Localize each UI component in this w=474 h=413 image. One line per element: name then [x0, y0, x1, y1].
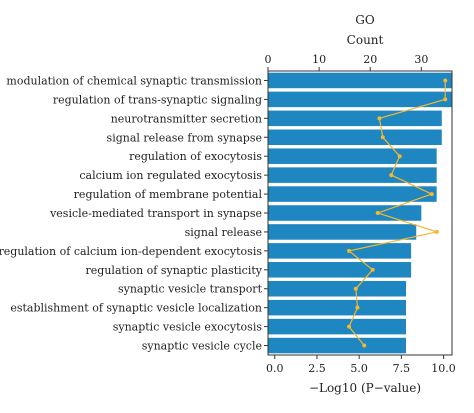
pvalue-point	[389, 173, 394, 178]
category-labels: modulation of chemical synaptic transmis…	[0, 74, 268, 353]
pvalue-point	[380, 135, 385, 140]
bottom-tick-label: 10.0	[431, 362, 456, 375]
bar	[268, 224, 417, 240]
bar	[268, 205, 422, 221]
pvalue-point	[397, 154, 402, 159]
category-label: signal release	[185, 226, 262, 239]
bar	[268, 243, 412, 259]
pvalue-point	[443, 97, 448, 102]
bottom-axis-title: −Log10 (P−value)	[309, 381, 421, 395]
bar	[268, 129, 442, 146]
bar	[268, 167, 437, 183]
category-label: regulation of calcium ion-dependent exoc…	[0, 245, 262, 258]
bottom-tick-label: 5.0	[350, 362, 368, 375]
bar	[268, 148, 437, 164]
category-label: regulation of synaptic plasticity	[86, 264, 263, 277]
category-label: vesicle-mediated transport in synapse	[49, 207, 262, 220]
category-label: synaptic vesicle transport	[118, 283, 263, 296]
top-axis: 0 10 20 30	[265, 53, 428, 71]
pvalue-point	[370, 267, 375, 272]
bar	[268, 337, 406, 354]
bar	[268, 280, 406, 297]
pvalue-point	[355, 305, 360, 310]
bar	[268, 72, 452, 89]
pvalue-point	[434, 229, 439, 234]
top-tick-label: 10	[312, 53, 326, 66]
plot-frame	[267, 70, 453, 356]
top-tick-label: 20	[363, 53, 377, 66]
category-label: calcium ion regulated exocytosis	[79, 169, 262, 182]
category-label: synaptic vesicle cycle	[142, 340, 262, 353]
pvalue-point	[377, 116, 382, 121]
bar-group	[268, 72, 452, 354]
bar	[268, 299, 406, 316]
bottom-tick-label: 0.0	[266, 362, 284, 375]
bar	[268, 318, 406, 335]
pvalue-point	[443, 78, 448, 83]
category-label: establishment of synaptic vesicle locali…	[10, 302, 262, 315]
bar	[268, 186, 437, 202]
category-label: signal release from synapse	[107, 131, 262, 144]
pvalue-point	[353, 286, 358, 291]
category-label: synaptic vesicle exocytosis	[113, 321, 263, 334]
category-label: regulation of trans-synaptic signaling	[53, 93, 262, 106]
category-label: modulation of chemical synaptic transmis…	[6, 74, 262, 87]
pvalue-point	[347, 324, 352, 329]
bar	[268, 262, 412, 278]
bottom-tick-label: 2.5	[308, 362, 326, 375]
pvalue-point	[429, 192, 434, 197]
chart-title: GO	[355, 13, 375, 27]
bar	[268, 91, 452, 108]
category-label: neurotransmitter secretion	[111, 112, 262, 125]
top-axis-title: Count	[347, 33, 384, 47]
pvalue-point	[347, 248, 352, 253]
bottom-axis: 0.0 2.5 5.0 7.5 10.0	[266, 355, 456, 375]
bar	[268, 110, 442, 127]
pvalue-point	[375, 211, 380, 215]
top-tick-label: 0	[265, 53, 272, 66]
top-tick-label: 30	[414, 53, 428, 66]
category-label: regulation of membrane potential	[74, 188, 263, 201]
category-label: regulation of exocytosis	[129, 150, 262, 163]
bottom-tick-label: 7.5	[393, 362, 411, 375]
pvalue-point	[362, 343, 367, 348]
pvalue-line-group	[347, 78, 448, 348]
